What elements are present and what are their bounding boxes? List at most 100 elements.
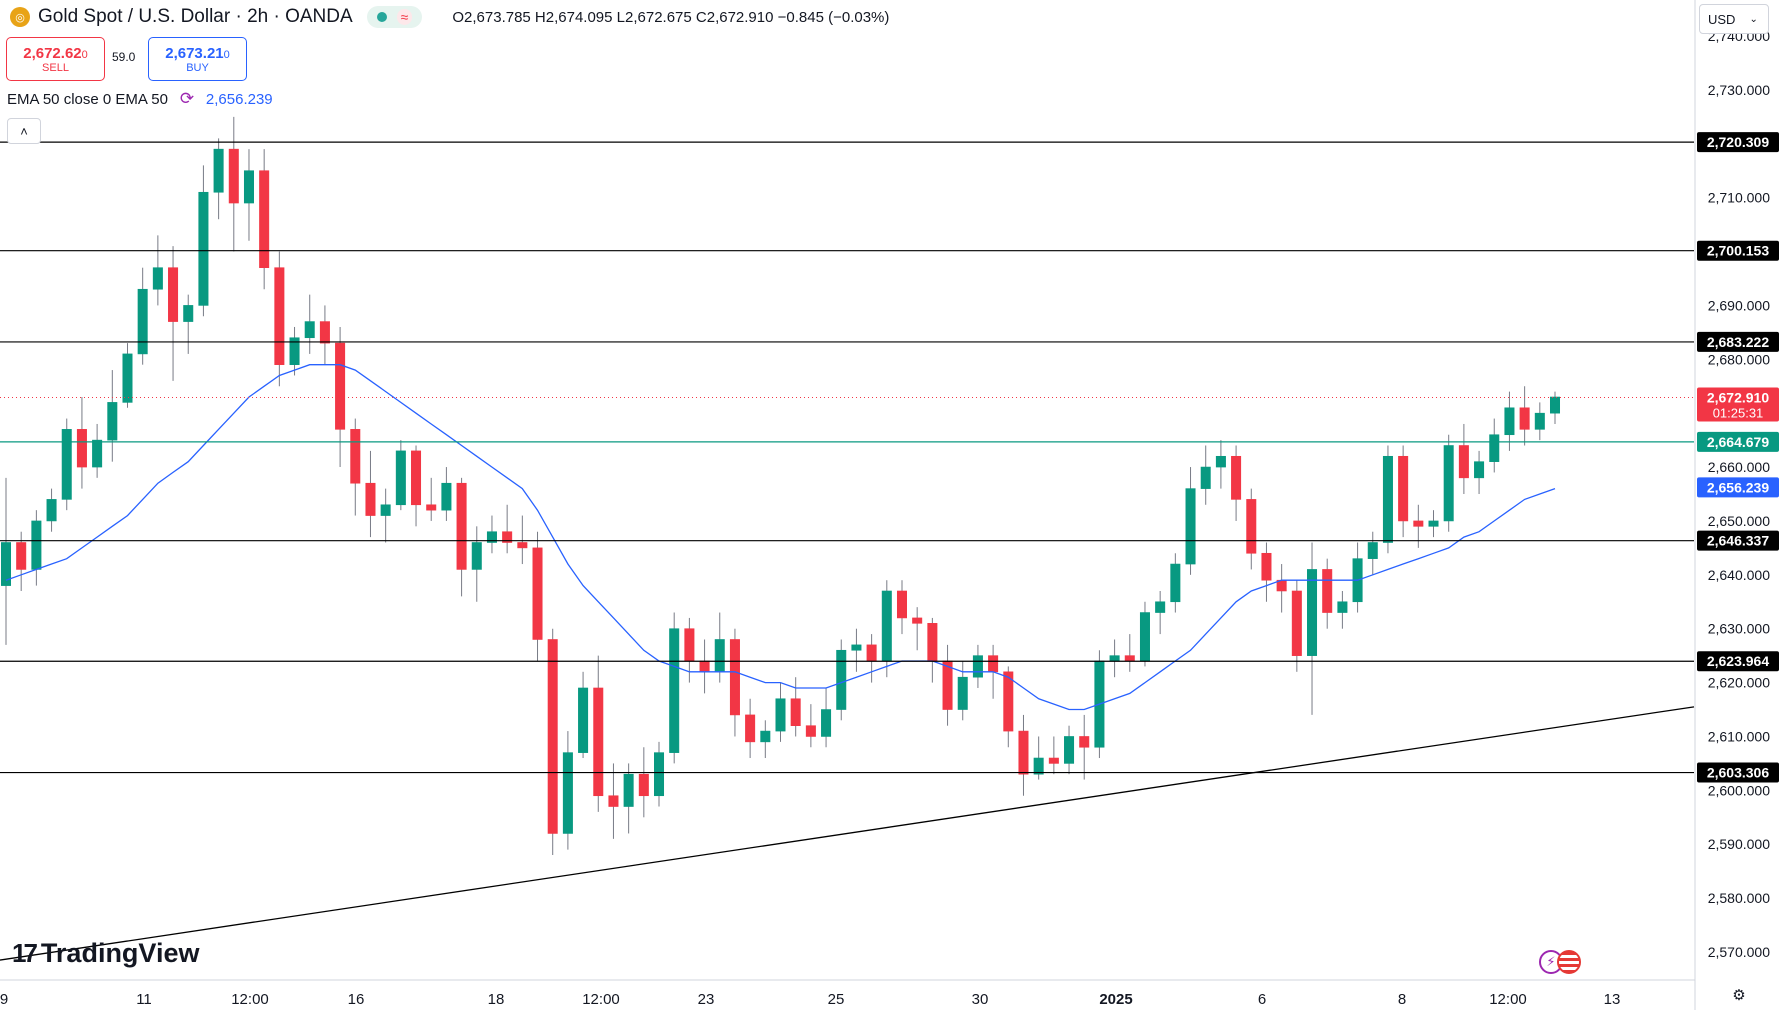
candle xyxy=(912,617,923,624)
candle xyxy=(1139,612,1150,662)
x-tick-label: 12:00 xyxy=(1489,991,1527,1008)
level-price-label: 2,603.306 xyxy=(1707,765,1769,781)
level-price-tag xyxy=(1697,762,1779,783)
market-status[interactable]: ≈ xyxy=(366,6,423,28)
candle xyxy=(1322,569,1333,613)
candle xyxy=(380,504,391,516)
y-tick-label: 2,640.000 xyxy=(1708,567,1770,583)
candle xyxy=(1474,461,1485,479)
tradingview-logo[interactable]: 17 TradingView xyxy=(12,938,199,969)
event-icons[interactable]: ⚡ xyxy=(1539,950,1581,974)
candle xyxy=(259,170,270,268)
candle xyxy=(1307,569,1318,656)
x-tick-label: 2025 xyxy=(1099,991,1132,1008)
candle xyxy=(243,170,254,204)
candle xyxy=(1413,520,1424,527)
tradingview-mark-icon: 17 xyxy=(12,938,38,968)
candle xyxy=(927,623,938,662)
level-price-tag xyxy=(1697,240,1779,261)
x-tick-label: 23 xyxy=(698,991,715,1008)
x-tick-label: 18 xyxy=(488,991,505,1008)
y-tick-label: 2,570.000 xyxy=(1708,944,1770,960)
candle xyxy=(684,628,695,662)
candle xyxy=(31,520,42,570)
candle xyxy=(122,353,133,403)
collapse-legend-button[interactable]: ˄ xyxy=(7,118,41,144)
candle xyxy=(1170,563,1181,603)
candle xyxy=(1489,434,1500,462)
candle xyxy=(532,547,543,640)
candle xyxy=(699,660,710,673)
buy-price-small: 0 xyxy=(223,48,230,61)
trendline[interactable] xyxy=(0,706,1695,961)
chevron-up-icon: ˄ xyxy=(20,123,28,139)
x-tick-label: 30 xyxy=(972,991,989,1008)
candle xyxy=(61,429,72,500)
x-tick-label: 6 xyxy=(1258,991,1266,1008)
candle xyxy=(1337,601,1348,613)
level-price-label: 2,720.309 xyxy=(1707,134,1769,150)
candle xyxy=(669,628,680,753)
candle xyxy=(1018,730,1029,775)
candle xyxy=(1079,736,1090,748)
candle xyxy=(92,439,103,468)
y-tick-label: 2,590.000 xyxy=(1708,836,1770,852)
buy-label: BUY xyxy=(186,61,209,74)
refresh-icon[interactable]: ⟳ xyxy=(179,89,195,108)
candle xyxy=(1124,655,1135,662)
symbol-title[interactable]: Gold Spot / U.S. Dollar · 2h · OANDA xyxy=(38,6,353,27)
x-tick-label: 11 xyxy=(136,991,152,1008)
level-price-tag xyxy=(1697,431,1779,452)
candle xyxy=(1549,396,1561,414)
level-price-tag xyxy=(1697,530,1779,551)
currency-select[interactable]: USD ⌄ xyxy=(1699,4,1769,34)
last-price-label: 2,672.910 xyxy=(1707,389,1769,405)
candle xyxy=(1215,455,1226,468)
sell-price-small: 0 xyxy=(81,48,88,61)
candle xyxy=(1367,542,1378,559)
candle xyxy=(395,450,406,506)
candle xyxy=(274,267,285,365)
sell-price: 2,672.62 xyxy=(23,44,82,62)
candle xyxy=(426,504,437,511)
price-axis[interactable] xyxy=(1696,0,1779,1010)
candle xyxy=(972,655,983,678)
candle xyxy=(335,342,346,430)
y-tick-label: 2,660.000 xyxy=(1708,459,1770,475)
level-price-label: 2,683.222 xyxy=(1707,334,1769,350)
x-tick-label: 13 xyxy=(1604,991,1621,1008)
candle xyxy=(836,649,847,710)
ema-price-label: 2,656.239 xyxy=(1707,479,1769,495)
candle xyxy=(517,542,528,549)
candle xyxy=(1155,601,1166,613)
candle xyxy=(821,709,832,737)
ema-line xyxy=(5,364,1556,711)
candle xyxy=(183,305,194,322)
ema-legend[interactable]: EMA 50 close 0 EMA 50 ⟳ 2,656.239 xyxy=(7,90,273,108)
candle xyxy=(957,676,968,710)
candle xyxy=(1428,520,1439,527)
settings-icon[interactable]: ⚙ xyxy=(1732,987,1746,1004)
us-flag-icon[interactable] xyxy=(1557,950,1581,974)
candle xyxy=(46,499,57,522)
chevron-down-icon: ⌄ xyxy=(1749,13,1758,25)
candle xyxy=(1504,407,1515,436)
candle xyxy=(1109,655,1120,662)
symbol-header: ◎ Gold Spot / U.S. Dollar · 2h · OANDA ≈… xyxy=(0,0,889,34)
y-tick-label: 2,650.000 xyxy=(1708,513,1770,529)
candle xyxy=(350,429,361,484)
candle xyxy=(365,482,376,516)
y-tick-label: 2,600.000 xyxy=(1708,782,1770,798)
candle xyxy=(137,288,148,355)
candle xyxy=(289,337,300,365)
buy-price: 2,673.21 xyxy=(165,44,224,62)
buy-button[interactable]: 2,673.210 BUY xyxy=(148,37,247,81)
ema-price-tag xyxy=(1697,477,1779,498)
sell-button[interactable]: 2,672.620 SELL xyxy=(6,37,105,81)
y-tick-label: 2,630.000 xyxy=(1708,621,1770,637)
level-price-tag xyxy=(1697,651,1779,672)
candle xyxy=(0,542,12,586)
level-price-tag xyxy=(1697,132,1779,153)
